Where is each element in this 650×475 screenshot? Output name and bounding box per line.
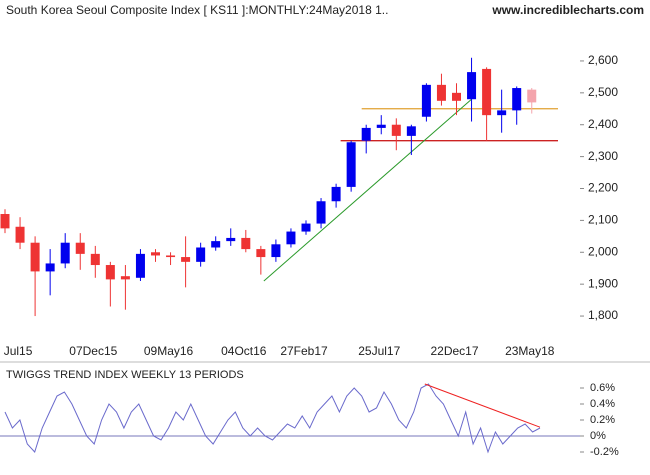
candle-body bbox=[482, 68, 492, 116]
candle-body bbox=[30, 242, 40, 272]
candle-body bbox=[75, 242, 85, 254]
candle-body bbox=[135, 253, 145, 278]
candle-body bbox=[512, 88, 522, 111]
candle-body bbox=[301, 223, 311, 232]
x-tick-label: 27Feb17 bbox=[280, 344, 328, 358]
y-tick-label: 1,900 bbox=[588, 276, 618, 290]
candle-body bbox=[331, 186, 341, 202]
y-tick-label: 0.4% bbox=[590, 398, 615, 410]
candle-body bbox=[45, 263, 55, 272]
candle-body bbox=[271, 244, 281, 258]
candle-body bbox=[226, 237, 236, 242]
candle-body bbox=[436, 84, 446, 101]
x-tick-label: 25Jul17 bbox=[358, 344, 400, 358]
y-tick-label: 2,300 bbox=[588, 149, 618, 163]
indicator-title: TWIGGS TREND INDEX WEEKLY 13 PERIODS bbox=[6, 369, 244, 381]
indicator-line bbox=[4, 383, 541, 454]
trend-line bbox=[263, 98, 472, 282]
candle-body bbox=[527, 89, 537, 103]
y-tick-label: 0% bbox=[590, 430, 606, 442]
candle-body bbox=[421, 84, 431, 117]
candle-body bbox=[196, 247, 206, 262]
candle-body bbox=[406, 126, 416, 136]
x-tick-label: 09May16 bbox=[144, 344, 194, 358]
candle-body bbox=[60, 242, 70, 264]
candle-body bbox=[376, 124, 386, 128]
candle-body bbox=[467, 72, 477, 100]
y-tick-label: 2,400 bbox=[588, 117, 618, 131]
candle-body bbox=[241, 237, 251, 250]
candle-body bbox=[316, 201, 326, 224]
y-tick-label: 0.6% bbox=[590, 382, 615, 394]
candle-body bbox=[181, 257, 191, 262]
y-tick-label: 1,800 bbox=[588, 308, 618, 322]
y-tick-label: 2,100 bbox=[588, 213, 618, 227]
candle-body bbox=[256, 249, 266, 258]
trend-line bbox=[424, 383, 541, 428]
candle-body bbox=[15, 226, 25, 243]
candle-body bbox=[286, 231, 296, 245]
candle-body bbox=[361, 127, 371, 141]
candle-body bbox=[166, 255, 176, 258]
x-tick-label: 23May18 bbox=[505, 344, 555, 358]
chart-title: South Korea Seoul Composite Index [ KS11… bbox=[6, 3, 388, 17]
x-tick-label: 07Dec15 bbox=[69, 344, 117, 358]
candle-body bbox=[105, 265, 115, 280]
y-tick-label: 2,500 bbox=[588, 85, 618, 99]
x-tick-label: 04Oct16 bbox=[221, 344, 267, 358]
candle-body bbox=[346, 142, 356, 187]
candle-body bbox=[391, 124, 401, 136]
y-tick-label: 2,200 bbox=[588, 181, 618, 195]
candle-body bbox=[211, 241, 221, 248]
candle-body bbox=[497, 110, 507, 116]
x-tick-label: Jul15 bbox=[4, 344, 33, 358]
y-tick-label: 2,000 bbox=[588, 244, 618, 258]
candle-body bbox=[0, 214, 10, 229]
candle-body bbox=[151, 252, 160, 256]
y-tick-label: 2,600 bbox=[588, 53, 618, 67]
candle-body bbox=[120, 276, 130, 280]
x-tick-label: 22Dec17 bbox=[430, 344, 478, 358]
chart-subtitle: www.incrediblecharts.com bbox=[491, 3, 644, 17]
candle-body bbox=[452, 92, 461, 101]
candle-body bbox=[90, 253, 100, 266]
y-tick-label: 0.2% bbox=[590, 414, 615, 426]
y-tick-label: -0.2% bbox=[590, 446, 619, 458]
